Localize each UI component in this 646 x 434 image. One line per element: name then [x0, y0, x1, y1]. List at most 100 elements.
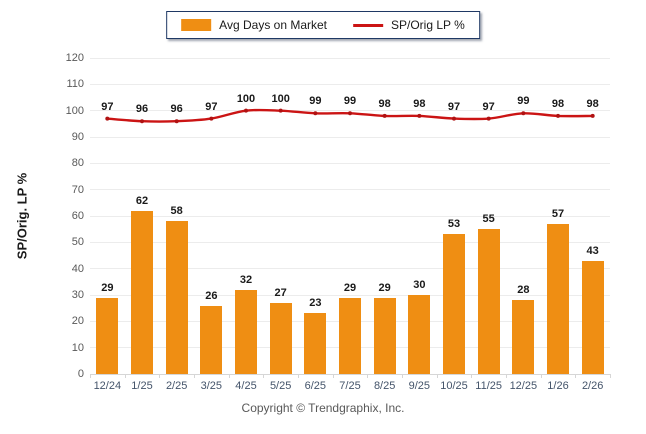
x-tick-label: 12/25 — [509, 380, 538, 392]
line-value-label: 99 — [343, 95, 357, 108]
copyright-text: Copyright © Trendgraphix, Inc. — [241, 401, 405, 415]
line-value-label: 97 — [447, 100, 461, 113]
line-value-label: 97 — [482, 100, 495, 113]
bar-value-label: 43 — [586, 244, 599, 257]
line-point — [313, 111, 318, 116]
line-point — [105, 116, 110, 121]
bar — [131, 210, 153, 374]
gridline — [90, 215, 610, 217]
line-value-label: 100 — [271, 92, 290, 105]
line-value-label: 98 — [413, 97, 426, 110]
x-tick — [367, 374, 369, 378]
x-tick-label: 1/26 — [547, 380, 569, 392]
x-tick — [124, 374, 126, 378]
bar — [581, 260, 604, 374]
x-tick-label: 11/25 — [475, 380, 503, 392]
x-tick — [506, 374, 507, 378]
bar — [408, 295, 431, 374]
x-tick — [194, 374, 195, 378]
x-tick — [471, 374, 473, 378]
y-tick-label: 100 — [65, 104, 84, 117]
line-legend-swatch — [353, 23, 384, 27]
bar-value-label: 29 — [343, 281, 357, 294]
x-tick — [332, 374, 334, 378]
bar — [443, 234, 465, 374]
y-tick-label: 10 — [71, 341, 84, 354]
y-tick-label: 0 — [77, 368, 84, 380]
x-axis-line — [90, 373, 610, 375]
bar — [269, 302, 292, 374]
line-value-label: 100 — [236, 92, 256, 105]
line-point — [209, 116, 214, 121]
bar-value-label: 32 — [239, 273, 253, 286]
bar-legend-swatch — [181, 19, 212, 31]
line-point — [417, 113, 422, 118]
line-value-label: 98 — [378, 97, 391, 110]
line-value-label: 97 — [101, 100, 114, 113]
y-tick-label: 110 — [66, 78, 84, 91]
x-tick — [298, 374, 299, 378]
gridline — [90, 57, 610, 59]
bar-value-label: 58 — [170, 205, 183, 218]
line-point — [452, 116, 456, 121]
bar-value-label: 55 — [482, 213, 495, 226]
line-value-label: 99 — [309, 95, 322, 108]
y-tick-label: 50 — [71, 236, 84, 249]
y-tick-label: 90 — [71, 131, 84, 143]
line-point — [174, 119, 179, 124]
x-tick — [90, 374, 91, 378]
y-tick-label: 120 — [65, 52, 84, 64]
line-point — [590, 113, 595, 118]
y-tick-label: 30 — [71, 289, 84, 301]
line-point — [382, 113, 387, 118]
bar-value-label: 57 — [551, 207, 565, 220]
gridline — [90, 83, 610, 85]
line-value-label: 99 — [517, 95, 530, 108]
x-tick — [610, 374, 611, 378]
x-tick — [436, 374, 438, 378]
line-value-label: 97 — [205, 100, 218, 113]
line-value-label: 98 — [586, 97, 599, 110]
gridline — [90, 162, 610, 164]
gridline — [90, 136, 610, 138]
line-point — [521, 111, 526, 116]
x-tick-label: 9/25 — [408, 380, 431, 392]
x-tick — [159, 374, 161, 378]
bar-value-label: 28 — [517, 284, 530, 297]
bar — [373, 297, 396, 374]
bar-value-label: 53 — [447, 218, 461, 231]
bar — [165, 221, 188, 374]
x-tick-label: 5/25 — [269, 380, 292, 392]
gridline — [90, 189, 610, 191]
bar-value-label: 23 — [309, 297, 322, 310]
line-legend-label: SP/Orig LP % — [391, 18, 465, 32]
bar — [477, 229, 500, 374]
y-tick-label: 60 — [71, 210, 84, 222]
line-point — [348, 111, 352, 116]
bar — [235, 289, 257, 374]
x-tick — [228, 374, 230, 378]
x-tick-label: 8/25 — [373, 380, 396, 392]
legend: Avg Days on Market SP/Orig LP % — [166, 11, 480, 39]
x-tick-label: 4/25 — [235, 380, 257, 392]
bar-value-label: 27 — [274, 286, 287, 299]
bar-legend-label: Avg Days on Market — [219, 18, 328, 32]
bar — [339, 297, 361, 374]
bar-value-label: 29 — [101, 281, 114, 294]
bar-value-label: 62 — [135, 194, 149, 207]
bar-value-label: 26 — [205, 289, 218, 302]
x-tick-label: 3/25 — [200, 380, 223, 392]
line-point — [556, 113, 560, 118]
bar — [512, 300, 535, 374]
bar — [200, 305, 223, 374]
x-tick-label: 1/25 — [131, 380, 153, 392]
bar — [96, 297, 119, 374]
line-value-label: 96 — [135, 103, 149, 116]
bar-value-label: 29 — [378, 281, 391, 294]
line-point — [486, 116, 491, 121]
x-tick-label: 12/24 — [93, 380, 122, 392]
x-tick — [575, 374, 577, 378]
y-tick-label: 70 — [71, 183, 84, 196]
x-tick-label: 2/25 — [165, 380, 188, 392]
